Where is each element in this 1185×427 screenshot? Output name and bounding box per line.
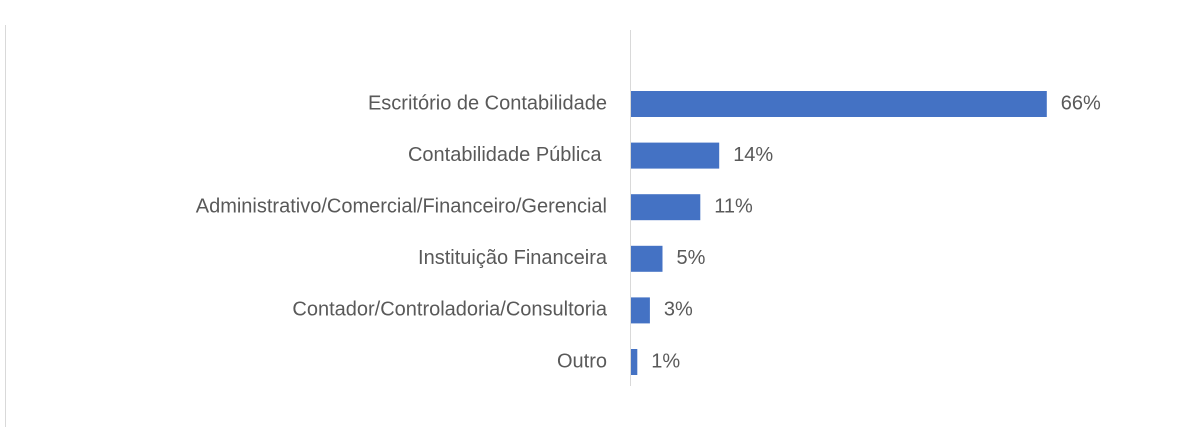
category-label: Instituição Financeira: [418, 247, 608, 269]
data-label: 11%: [714, 195, 753, 217]
category-label: Outro: [557, 350, 607, 372]
category-label: Escritório de Contabilidade: [368, 92, 607, 114]
bar: [631, 245, 663, 272]
category-label: Administrativo/Comercial/Financeiro/Gere…: [196, 195, 607, 217]
category-label: Contador/Controladoria/Consultoria: [292, 299, 607, 321]
data-label: 1%: [651, 350, 680, 372]
category-label: Contabilidade Pública: [408, 144, 607, 166]
data-label: 3%: [664, 299, 693, 321]
data-label: 5%: [677, 247, 706, 269]
bar: [631, 349, 638, 375]
data-label: 66%: [1061, 92, 1101, 114]
bar: [631, 297, 650, 324]
data-label: 14%: [733, 144, 773, 166]
bar: [631, 142, 720, 169]
bar: [631, 194, 701, 221]
bar: [631, 91, 1047, 117]
